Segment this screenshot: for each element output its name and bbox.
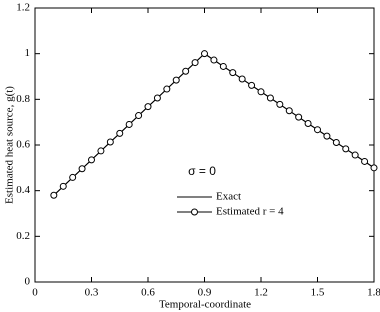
y-tick-label: 1: [25, 47, 31, 59]
point: [135, 112, 143, 120]
annotation: σ = 0: [188, 164, 216, 178]
point: [238, 75, 246, 83]
point: [153, 94, 161, 102]
point: [182, 67, 190, 75]
y-tick-label: 0.6: [16, 139, 30, 151]
point: [351, 151, 359, 159]
x-tick-label: 0.6: [141, 287, 155, 299]
point: [78, 165, 86, 173]
x-axis-label: Temporal-coordinate: [159, 299, 251, 311]
x-tick-label: 1.8: [367, 287, 380, 299]
x-tick-label: 1.2: [254, 287, 268, 299]
point: [88, 156, 95, 164]
point: [172, 76, 180, 84]
point: [266, 94, 274, 102]
x-tick-label: 0.3: [85, 287, 99, 299]
point: [116, 129, 124, 137]
y-tick-label: 0.2: [16, 230, 30, 242]
point: [191, 59, 199, 67]
y-tick-label: 0.8: [16, 93, 30, 105]
point: [361, 157, 369, 165]
point: [219, 62, 227, 70]
y-axis-label: Estimated heat source, g(t): [4, 86, 16, 204]
y-tick-label: 0: [25, 276, 31, 288]
y-tick-label: 1.2: [16, 2, 30, 14]
point: [323, 132, 331, 140]
point: [97, 147, 105, 155]
legend-label: Estimated r = 4: [216, 206, 284, 218]
legend-marker: [191, 208, 198, 216]
point: [201, 50, 208, 58]
y-tick-label: 0.4: [16, 184, 30, 196]
legend-label: Exact: [216, 191, 241, 203]
point: [295, 113, 303, 121]
plot-frame: [34, 7, 375, 283]
x-tick-label: 0.9: [198, 287, 212, 299]
point: [314, 126, 321, 134]
point: [248, 81, 256, 89]
point: [332, 138, 340, 146]
point: [370, 164, 378, 172]
point: [257, 88, 265, 96]
point: [276, 100, 284, 108]
point: [106, 138, 114, 146]
point: [59, 182, 67, 190]
point: [163, 85, 171, 93]
point: [210, 56, 218, 64]
point: [50, 191, 58, 199]
point: [342, 145, 350, 153]
point: [69, 173, 77, 181]
point: [285, 107, 293, 115]
point: [125, 120, 133, 128]
point: [229, 69, 237, 77]
x-tick-label: 0: [32, 287, 38, 299]
point: [144, 103, 152, 111]
point: [304, 120, 312, 128]
x-tick-label: 1.5: [311, 287, 325, 299]
